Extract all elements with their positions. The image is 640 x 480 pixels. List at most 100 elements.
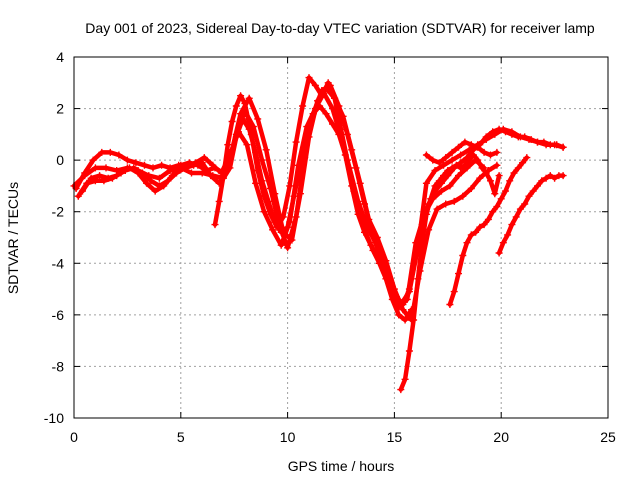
data-point: [491, 190, 499, 198]
data-point: [200, 154, 208, 162]
data-point: [442, 200, 450, 208]
data-point: [322, 110, 330, 118]
data-point: [286, 218, 294, 226]
data-point: [356, 210, 364, 218]
data-point: [91, 164, 99, 172]
data-point: [232, 102, 240, 110]
data-point: [397, 301, 405, 308]
data-point: [104, 174, 112, 182]
data-point: [431, 167, 439, 174]
x-axis-label: GPS time / hours: [288, 458, 395, 474]
data-point: [461, 138, 469, 146]
data-point: [192, 159, 200, 167]
data-point: [284, 244, 292, 252]
data-point: [469, 151, 477, 159]
data-point: [448, 164, 456, 172]
data-point: [499, 125, 507, 133]
data-point: [123, 156, 131, 164]
series-track-4: [72, 89, 567, 308]
data-point: [303, 123, 311, 131]
data-point: [401, 316, 409, 324]
data-point: [512, 213, 520, 221]
data-point: [525, 136, 533, 143]
data-point: [350, 187, 358, 195]
data-points: [70, 74, 567, 394]
data-point: [405, 288, 413, 296]
data-point: [440, 172, 447, 180]
data-point: [241, 99, 249, 107]
data-point: [286, 182, 294, 190]
data-point: [397, 386, 405, 394]
data-point: [487, 151, 494, 159]
data-point: [235, 128, 242, 136]
data-point: [258, 156, 266, 164]
data-point: [410, 316, 418, 324]
data-point: [388, 295, 396, 303]
series-trace: [76, 85, 500, 323]
data-point: [482, 136, 490, 143]
data-point: [267, 210, 274, 218]
data-point: [429, 156, 437, 164]
data-point: [331, 94, 339, 102]
data-point: [252, 179, 260, 187]
data-point: [450, 288, 458, 296]
data-point: [151, 187, 159, 195]
data-point: [431, 182, 439, 190]
data-point: [542, 174, 550, 182]
data-point: [292, 213, 300, 221]
data-point: [113, 172, 121, 180]
data-point: [551, 174, 559, 182]
data-point: [166, 164, 174, 172]
data-point: [448, 156, 456, 164]
data-point: [459, 252, 467, 259]
data-point: [478, 164, 486, 172]
data-point: [382, 275, 390, 283]
data-point: [435, 159, 443, 167]
y-tick-label: 4: [56, 49, 64, 65]
data-point: [446, 182, 454, 190]
x-tick-label: 5: [177, 429, 185, 445]
data-point: [401, 375, 409, 383]
data-point: [529, 187, 537, 195]
series-trace: [496, 173, 566, 256]
data-point: [493, 161, 501, 169]
data-point: [102, 164, 110, 172]
data-point: [433, 205, 441, 213]
series-trace: [212, 75, 414, 323]
data-point: [337, 125, 345, 133]
data-point: [132, 159, 140, 167]
data-point: [89, 156, 97, 164]
data-point: [559, 143, 567, 151]
data-point: [474, 156, 482, 164]
data-point: [457, 151, 465, 159]
data-point: [467, 141, 475, 149]
data-point: [467, 231, 475, 239]
data-point: [311, 105, 319, 113]
data-point: [534, 138, 541, 146]
data-point: [399, 306, 407, 314]
data-point: [273, 223, 281, 231]
data-point: [491, 130, 499, 138]
data-point: [96, 172, 104, 180]
data-point: [215, 197, 223, 205]
data-point: [228, 118, 236, 125]
series-trace: [73, 90, 566, 307]
data-point: [516, 133, 524, 141]
data-point: [448, 148, 456, 156]
x-tick-label: 15: [387, 429, 403, 445]
data-point: [519, 159, 527, 167]
data-point: [559, 172, 567, 180]
data-point: [209, 161, 217, 169]
data-point: [476, 174, 484, 182]
data-point: [418, 239, 426, 247]
data-point: [440, 161, 447, 169]
data-point: [305, 74, 313, 82]
series-trace: [398, 152, 502, 392]
data-point: [260, 208, 268, 216]
data-point: [237, 92, 245, 100]
data-point: [435, 177, 443, 185]
data-point: [534, 182, 541, 190]
data-point: [452, 161, 460, 169]
data-point: [247, 130, 255, 138]
